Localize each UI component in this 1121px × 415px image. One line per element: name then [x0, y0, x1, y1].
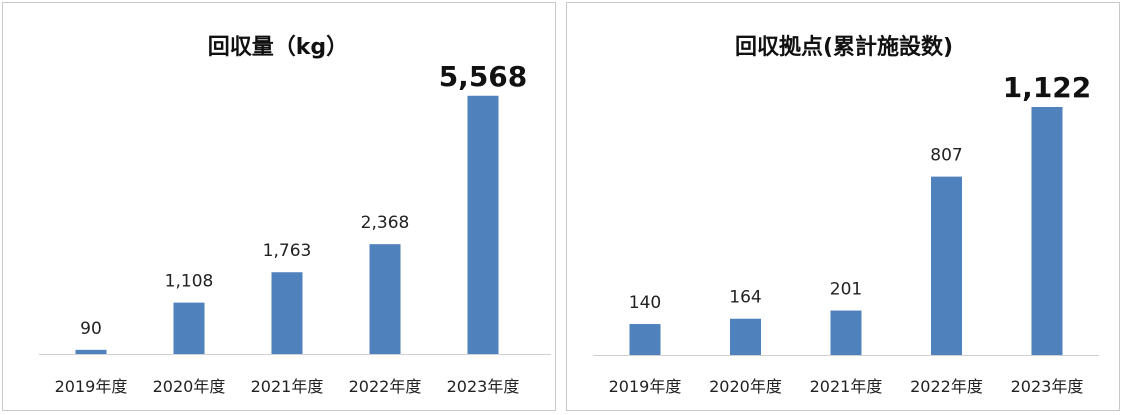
data-label-1: 164: [729, 288, 761, 308]
bar-4: [1031, 106, 1063, 356]
category-label-0: 2019年度: [609, 377, 682, 396]
data-label-3: 2,368: [361, 213, 410, 233]
data-label-4: 1,122: [1003, 71, 1092, 104]
category-label-2: 2021年度: [251, 377, 324, 396]
data-label-2: 201: [830, 280, 862, 300]
category-label-3: 2022年度: [349, 377, 422, 396]
category-label-0: 2019年度: [55, 377, 128, 396]
data-label-4: 5,568: [439, 60, 528, 93]
bar-chart-collection-volume: 回収量（kg） 90 2019年度 1,108 2020年度 1,763 2021年度 2,…: [39, 35, 551, 396]
bar-0: [75, 349, 107, 354]
bar-2: [830, 310, 862, 355]
chart-title: 回収拠点(累計施設数): [735, 34, 953, 60]
chart-panel-collection-volume: 回収量（kg） 90 2019年度 1,108 2020年度 1,763 2021年度 2,…: [2, 2, 556, 411]
bar-4: [467, 95, 499, 354]
bar-1: [173, 302, 205, 354]
category-label-3: 2022年度: [910, 377, 983, 396]
category-label-4: 2023年度: [447, 377, 520, 396]
category-label-2: 2021年度: [810, 377, 883, 396]
bar-2: [271, 272, 303, 354]
data-label-1: 1,108: [165, 272, 214, 292]
chart-panel-collection-sites: 回収拠点(累計施設数) 140 2019年度 164 2020年度 201 2021年度 8…: [566, 2, 1120, 411]
category-label-4: 2023年度: [1011, 377, 1084, 396]
data-label-0: 140: [629, 293, 661, 313]
bar-3: [931, 176, 962, 355]
bar-3: [369, 244, 401, 354]
category-label-1: 2020年度: [153, 377, 226, 396]
data-label-0: 90: [80, 319, 102, 339]
bar-0: [629, 324, 661, 355]
data-label-2: 1,763: [263, 241, 312, 261]
bar-chart-collection-sites: 回収拠点(累計施設数) 140 2019年度 164 2020年度 201 2021年度 8…: [593, 34, 1099, 396]
chart-title: 回収量（kg）: [208, 35, 348, 60]
bar-1: [730, 318, 761, 355]
category-label-1: 2020年度: [709, 377, 782, 396]
data-label-3: 807: [930, 146, 962, 166]
